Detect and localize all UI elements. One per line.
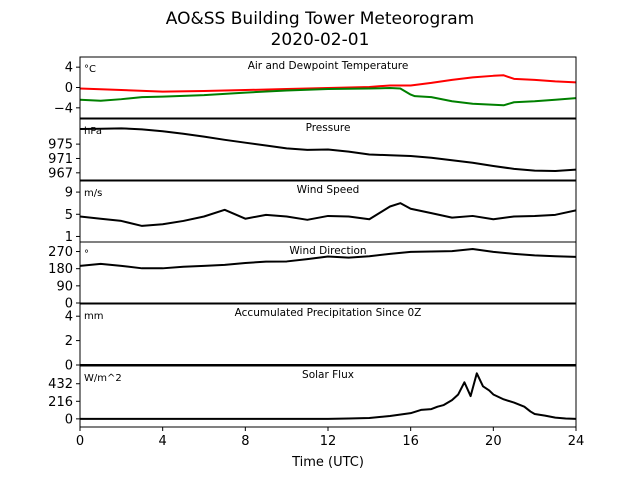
panel-title: Wind Speed [297, 184, 360, 196]
panel-4: 4 2 0 Accumulated Precipitation Since 0Z mm [65, 303, 577, 374]
x-axis-label: Time (UTC) [291, 455, 364, 470]
y-tick-label: 90 [56, 279, 73, 294]
y-tick-label: 975 [48, 138, 73, 153]
y-tick-label: 9 [65, 186, 73, 201]
y-tick-label: 1 [65, 230, 73, 245]
series-line-0-0 [80, 74, 576, 93]
y-tick-label: 0 [65, 81, 73, 96]
y-tick-label: 2 [65, 334, 73, 349]
chart-subtitle: 2020-02-01 [271, 30, 370, 50]
panel-5: 432 216 0 Solar Flux W/m^2 [48, 365, 577, 428]
panel-frame [79, 118, 577, 181]
x-tick-label: 24 [568, 434, 585, 449]
panel-2: 9 5 1 Wind Speed m/s [65, 180, 577, 245]
panel-unit: mm [84, 311, 103, 322]
y-tick-label: 432 [48, 377, 73, 392]
panel-title: Solar Flux [302, 369, 354, 381]
x-tick-label: 12 [320, 434, 337, 449]
series-line-3-0 [80, 248, 576, 270]
y-tick-label: 216 [48, 395, 73, 410]
y-tick-label: 0 [65, 412, 73, 427]
panel-title: Accumulated Precipitation Since 0Z [235, 307, 422, 319]
panel-title: Wind Direction [289, 245, 366, 257]
chart-title: AO&SS Building Tower Meteorogram [166, 9, 474, 29]
series-line-5-0 [80, 372, 576, 420]
panel-frame [79, 303, 577, 366]
y-tick-label: 0 [65, 359, 73, 374]
y-tick-label: 0 [65, 297, 73, 312]
y-tick-label: 270 [48, 245, 73, 260]
series-line-1-0 [80, 127, 576, 173]
x-tick-label: 16 [402, 434, 419, 449]
series-line-0-1 [80, 87, 576, 107]
panel-unit: m/s [84, 188, 102, 199]
y-tick-label: 180 [48, 262, 73, 277]
x-tick-label: 0 [76, 434, 84, 449]
x-tick-label: 20 [485, 434, 502, 449]
panel-3: 270 180 90 0 Wind Direction ° [48, 241, 577, 312]
y-tick-label: 4 [65, 61, 73, 76]
y-tick-label: 5 [65, 208, 73, 223]
panel-frame [79, 241, 577, 304]
panel-unit: W/m^2 [84, 373, 122, 384]
y-tick-label: 967 [48, 166, 73, 181]
y-tick-label: 971 [48, 152, 73, 167]
panel-unit: hPa [84, 126, 102, 137]
x-tick-label: 4 [159, 434, 167, 449]
panel-title: Pressure [306, 122, 351, 134]
y-tick-label: 4 [65, 310, 73, 325]
x-axis: 0 4 8 12 16 20 24 [76, 427, 584, 449]
panel-unit: °C [84, 64, 96, 75]
x-tick-label: 8 [241, 434, 249, 449]
panel-0: 4 0 −4 Air and Dewpoint Temperature °C [54, 56, 577, 119]
series-line-2-0 [80, 202, 576, 227]
panel-unit: ° [84, 249, 89, 260]
panel-title: Air and Dewpoint Temperature [248, 60, 409, 72]
y-tick-label: −4 [54, 101, 73, 116]
